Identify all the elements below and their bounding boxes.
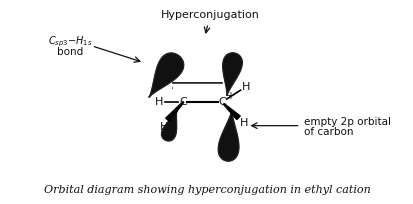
Text: H: H xyxy=(242,82,250,92)
Text: C: C xyxy=(179,97,187,107)
Text: bond: bond xyxy=(57,47,83,57)
Text: H: H xyxy=(154,97,162,107)
Text: Orbital diagram showing hyperconjugation in ethyl cation: Orbital diagram showing hyperconjugation… xyxy=(43,185,370,195)
Text: of carbon: of carbon xyxy=(303,126,352,136)
Text: H: H xyxy=(159,122,167,132)
Text: Hyperconjugation: Hyperconjugation xyxy=(160,10,259,20)
Text: +: + xyxy=(225,91,233,101)
Text: C: C xyxy=(217,97,225,107)
Text: empty 2p orbital: empty 2p orbital xyxy=(303,117,389,127)
Polygon shape xyxy=(223,104,240,120)
Polygon shape xyxy=(149,53,183,97)
Polygon shape xyxy=(222,53,242,96)
Text: $C_{sp3}$$-H_{1s}$: $C_{sp3}$$-H_{1s}$ xyxy=(47,35,92,49)
Polygon shape xyxy=(218,110,238,161)
Text: H: H xyxy=(240,118,248,128)
Polygon shape xyxy=(165,102,183,121)
Polygon shape xyxy=(161,111,176,141)
